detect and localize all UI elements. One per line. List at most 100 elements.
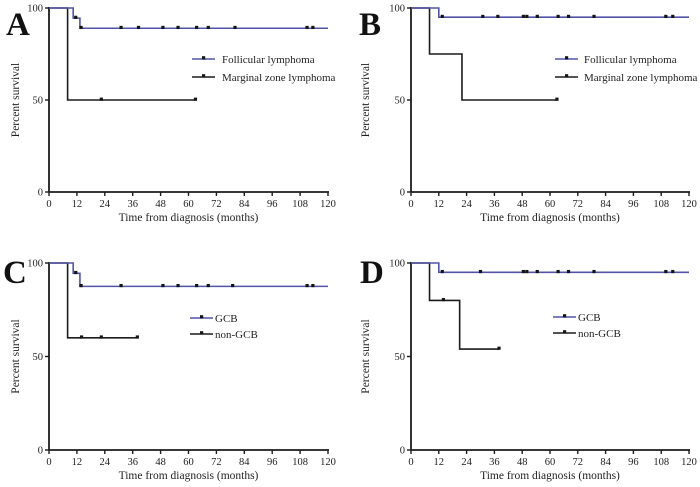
censor-mark xyxy=(79,283,83,288)
panel-label-a: A xyxy=(6,7,30,43)
y-axis-title: Percent survival xyxy=(10,63,22,137)
series-line-non-gcb xyxy=(49,262,138,339)
censor-mark xyxy=(206,283,210,288)
panel-label-d: D xyxy=(360,255,384,291)
censor-mark xyxy=(521,269,525,274)
censor-mark xyxy=(305,283,309,288)
km-chart-d: 0 50 100 0 12 24 36 48 60 72 84 96 108 120 Time from d… xyxy=(360,259,697,483)
censor-mark xyxy=(496,14,500,18)
y-tick-label: 50 xyxy=(395,96,406,107)
x-tick-label: 36 xyxy=(127,199,138,210)
series-line-follicular-lymphoma xyxy=(411,7,689,19)
censor-mark xyxy=(99,335,103,339)
legend-marker xyxy=(200,331,204,335)
x-tick-label: 108 xyxy=(653,457,669,468)
series-line-non-gcb xyxy=(411,262,500,350)
y-axis-title: Percent survival xyxy=(360,63,372,137)
censor-mark xyxy=(535,269,539,274)
km-chart-b: 0 50 100 0 12 24 36 48 60 72 84 96 108 120 Time from d… xyxy=(360,4,698,225)
x-tick-label: 84 xyxy=(239,457,250,468)
legend-label: GCB xyxy=(215,313,238,325)
panel-a: A 0 50 100 0 12 24 36 48 60 72 84 96 108 120 Time from… xyxy=(0,0,350,244)
censor-mark xyxy=(119,283,123,288)
x-tick-label: 12 xyxy=(72,457,83,468)
x-tick-label: 0 xyxy=(46,199,51,210)
legend-label: GCB xyxy=(578,312,601,324)
censor-mark xyxy=(161,25,165,30)
censor-mark xyxy=(136,25,141,30)
legend-label: Follicular lymphoma xyxy=(584,54,677,66)
censor-mark xyxy=(195,283,199,288)
legend-label: Follicular lymphoma xyxy=(222,54,315,66)
y-tick-label: 50 xyxy=(395,352,406,363)
censor-mark xyxy=(441,298,446,302)
y-tick-label: 100 xyxy=(389,4,405,15)
x-tick-label: 24 xyxy=(461,199,472,210)
censor-mark xyxy=(664,269,668,274)
km-chart-c: 0 50 100 0 12 24 36 48 60 72 84 96 108 120 Time from d… xyxy=(10,259,336,483)
censor-mark xyxy=(305,25,309,30)
panel-label-b: B xyxy=(359,7,382,43)
x-tick-label: 60 xyxy=(183,457,194,468)
y-tick-label: 50 xyxy=(33,352,44,363)
legend-marker xyxy=(565,56,569,60)
x-tick-label: 60 xyxy=(545,457,556,468)
x-tick-label: 96 xyxy=(628,457,639,468)
x-tick-label: 48 xyxy=(155,457,166,468)
y-axis-title: Percent survival xyxy=(10,319,22,393)
legend-marker xyxy=(200,315,204,319)
y-axis-title: Percent survival xyxy=(360,319,372,393)
x-tick-label: 72 xyxy=(573,199,584,210)
x-tick-label: 24 xyxy=(461,457,472,468)
x-axis-title: Time from diagnosis (months) xyxy=(119,470,259,482)
x-tick-label: 60 xyxy=(183,199,194,210)
x-tick-label: 12 xyxy=(434,199,445,210)
censor-mark xyxy=(566,14,571,18)
legend-marker xyxy=(563,314,567,318)
censor-mark xyxy=(99,97,103,101)
censor-mark xyxy=(176,25,180,30)
censor-mark xyxy=(525,14,529,18)
censor-mark xyxy=(521,14,525,18)
censor-mark xyxy=(481,14,485,18)
x-tick-label: 24 xyxy=(100,199,111,210)
legend-label: non-GCB xyxy=(578,328,621,340)
y-tick-label: 100 xyxy=(27,4,43,15)
x-tick-label: 72 xyxy=(211,457,222,468)
x-tick-label: 12 xyxy=(434,457,445,468)
km-chart-a: 0 50 100 0 12 24 36 48 60 72 84 96 108 120 Time from d… xyxy=(10,4,336,225)
censor-mark xyxy=(231,283,235,288)
censor-mark xyxy=(161,283,165,288)
censor-mark xyxy=(176,283,180,288)
censor-mark xyxy=(525,269,529,274)
censor-mark xyxy=(119,25,123,30)
panel-d: D 0 50 100 0 12 24 36 48 60 72 84 96 108 120 Time from… xyxy=(350,244,700,487)
legend-marker xyxy=(563,330,567,334)
x-axis-title: Time from diagnosis (months) xyxy=(119,212,259,224)
y-tick-label: 0 xyxy=(400,188,405,199)
censor-mark xyxy=(671,14,675,18)
x-tick-label: 96 xyxy=(267,457,278,468)
panel-b: B 0 50 100 0 12 24 36 48 60 72 84 96 108 120 Time from… xyxy=(350,0,700,244)
legend-marker xyxy=(202,56,206,60)
x-tick-label: 60 xyxy=(545,199,556,210)
y-tick-label: 0 xyxy=(400,446,405,457)
x-tick-label: 48 xyxy=(155,199,166,210)
x-tick-label: 36 xyxy=(489,199,500,210)
series-line-gcb xyxy=(49,262,328,288)
legend-marker xyxy=(202,74,206,78)
censor-mark xyxy=(664,14,668,18)
y-tick-label: 50 xyxy=(33,96,44,107)
censor-mark xyxy=(440,14,444,18)
x-tick-label: 36 xyxy=(489,457,500,468)
x-tick-label: 0 xyxy=(46,457,51,468)
y-tick-label: 0 xyxy=(38,446,43,457)
x-tick-label: 108 xyxy=(653,199,669,210)
x-tick-label: 72 xyxy=(211,199,222,210)
censor-mark xyxy=(592,14,596,18)
series-line-marginal-zone-lymphoma xyxy=(411,7,557,101)
censor-mark xyxy=(79,25,83,30)
series-line-marginal-zone-lymphoma xyxy=(49,7,196,101)
y-tick-label: 0 xyxy=(38,188,43,199)
